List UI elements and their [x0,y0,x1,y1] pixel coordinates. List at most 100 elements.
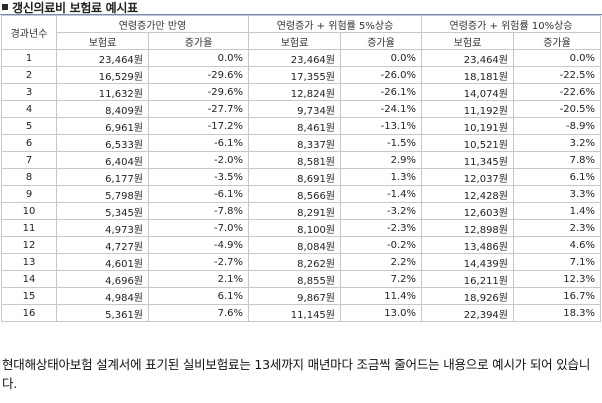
cell-premium: 23,464원 [248,49,341,67]
cell-premium: 4,696원 [56,270,149,288]
cell-rate: -29.6% [148,66,249,84]
cell-premium: 8,337원 [248,134,341,152]
cell-rate: 3.2% [512,134,602,152]
cell-premium: 11,345원 [421,151,514,169]
cell-year: 6 [1,134,57,152]
cell-rate: 4.6% [512,236,602,254]
cell-premium: 4,973원 [56,219,149,237]
cell-year: 12 [1,236,57,254]
cell-rate: 0.0% [340,49,422,67]
cell-premium: 16,211원 [421,270,514,288]
cell-premium: 8,262원 [248,253,341,271]
cell-premium: 10,521원 [421,134,514,152]
cell-premium: 18,181원 [421,66,514,84]
cell-premium: 8,409원 [56,100,149,118]
cell-premium: 5,361원 [56,304,149,322]
cell-rate: -3.2% [340,202,422,220]
cell-premium: 10,191원 [421,117,514,135]
cell-premium: 8,461원 [248,117,341,135]
table-row: 16 5,361원 7.6% 11,145원 13.0% 22,394원 18.3% [1,304,602,322]
cell-premium: 4,984원 [56,287,149,305]
cell-rate: 7.2% [340,270,422,288]
cell-premium: 9,867원 [248,287,341,305]
cell-premium: 18,926원 [421,287,514,305]
header-rate: 증가율 [512,32,602,50]
cell-premium: 17,355원 [248,66,341,84]
cell-year: 7 [1,151,57,169]
cell-rate: -26.1% [340,83,422,101]
cell-premium: 8,566원 [248,185,341,203]
cell-year: 11 [1,219,57,237]
cell-premium: 6,404원 [56,151,149,169]
cell-rate: -26.0% [340,66,422,84]
cell-premium: 16,529원 [56,66,149,84]
table-row: 4 8,409원 -27.7% 9,734원 -24.1% 11,192원 -20.5% [1,100,602,118]
cell-rate: 6.1% [512,168,602,186]
cell-premium: 23,464원 [421,49,514,67]
premium-table: 경과년수 연령증가만 반영 연령증가 + 위험률 5%상승 연령증가 + 위험률… [1,15,602,322]
cell-premium: 6,177원 [56,168,149,186]
table-row: 14 4,696원 2.1% 8,855원 7.2% 16,211원 12.3% [1,270,602,288]
cell-premium: 13,486원 [421,236,514,254]
cell-rate: -6.1% [148,185,249,203]
table-row: 15 4,984원 6.1% 9,867원 11.4% 18,926원 16.7% [1,287,602,305]
header-year: 경과년수 [1,15,57,50]
cell-premium: 4,601원 [56,253,149,271]
table-row: 13 4,601원 -2.7% 8,262원 2.2% 14,439원 7.1% [1,253,602,271]
table-row: 1 23,464원 0.0% 23,464원 0.0% 23,464원 0.0% [1,49,602,67]
cell-year: 1 [1,49,57,67]
cell-rate: -29.6% [148,83,249,101]
cell-rate: 0.0% [512,49,602,67]
table-row: 3 11,632원 -29.6% 12,824원 -26.1% 14,074원 -22.6% [1,83,602,101]
cell-rate: -22.5% [512,66,602,84]
table-row: 8 6,177원 -3.5% 8,691원 1.3% 12,037원 6.1% [1,168,602,186]
bullet-square-icon [2,4,8,10]
cell-rate: -2.0% [148,151,249,169]
cell-rate: -7.0% [148,219,249,237]
table-row: 6 6,533원 -6.1% 8,337원 -1.5% 10,521원 3.2% [1,134,602,152]
table-row: 5 6,961원 -17.2% 8,461원 -13.1% 10,191원 -8.9% [1,117,602,135]
header-group-risk-5: 연령증가 + 위험률 5%상승 [248,15,422,33]
cell-premium: 12,898원 [421,219,514,237]
cell-rate: -27.7% [148,100,249,118]
cell-rate: 3.3% [512,185,602,203]
cell-year: 10 [1,202,57,220]
cell-premium: 8,100원 [248,219,341,237]
cell-rate: -1.4% [340,185,422,203]
cell-premium: 11,145원 [248,304,341,322]
cell-premium: 5,798원 [56,185,149,203]
cell-premium: 12,428원 [421,185,514,203]
cell-premium: 14,074원 [421,83,514,101]
cell-premium: 12,824원 [248,83,341,101]
cell-rate: 11.4% [340,287,422,305]
cell-premium: 11,632원 [56,83,149,101]
table-row: 2 16,529원 -29.6% 17,355원 -26.0% 18,181원 -22.5% [1,66,602,84]
cell-rate: -2.7% [148,253,249,271]
cell-rate: -22.6% [512,83,602,101]
cell-rate: 6.1% [148,287,249,305]
cell-rate: 0.0% [148,49,249,67]
cell-year: 2 [1,66,57,84]
cell-premium: 8,291원 [248,202,341,220]
cell-rate: 2.1% [148,270,249,288]
cell-premium: 12,037원 [421,168,514,186]
premium-table-container: 경과년수 연령증가만 반영 연령증가 + 위험률 5%상승 연령증가 + 위험률… [1,15,602,322]
cell-rate: -4.9% [148,236,249,254]
table-title: 갱신의료비 보험료 예시표 [12,0,138,15]
cell-rate: -3.5% [148,168,249,186]
cell-rate: 1.4% [512,202,602,220]
cell-rate: 2.9% [340,151,422,169]
cell-rate: -20.5% [512,100,602,118]
cell-year: 3 [1,83,57,101]
header-row-sub: 보험료 증가율 보험료 증가율 보험료 증가율 [2,32,602,50]
table-body: 1 23,464원 0.0% 23,464원 0.0% 23,464원 0.0% 2 16,52… [1,49,602,322]
cell-premium: 22,394원 [421,304,514,322]
cell-rate: 16.7% [512,287,602,305]
cell-rate: 7.8% [512,151,602,169]
cell-rate: 2.3% [512,219,602,237]
cell-premium: 12,603원 [421,202,514,220]
header-row-groups: 경과년수 연령증가만 반영 연령증가 + 위험률 5%상승 연령증가 + 위험률… [1,15,602,50]
cell-year: 9 [1,185,57,203]
cell-year: 8 [1,168,57,186]
header-premium: 보험료 [421,32,514,50]
